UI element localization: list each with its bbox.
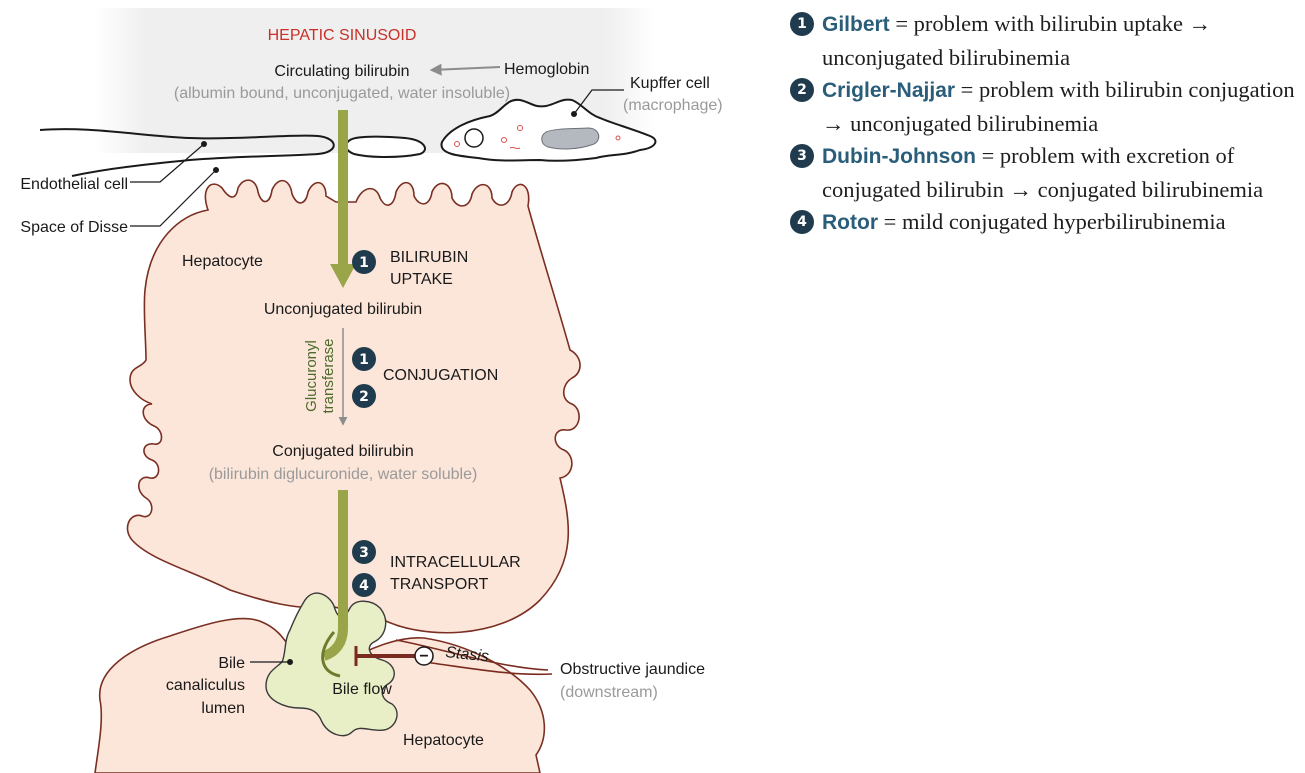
- disse-leader-dot: [213, 167, 219, 173]
- conjugated-bilirubin-note: (bilirubin diglucuronide, water soluble): [209, 466, 478, 483]
- kupffer-leader: [573, 89, 624, 115]
- legend-badge: 2: [790, 78, 814, 102]
- kupffer-granule: [454, 141, 460, 147]
- legend-text: = mild conjugated hyperbilirubinemia: [883, 209, 1226, 234]
- legend-item-rotor: 4 Rotor = mild conjugated hyperbilirubin…: [788, 206, 1298, 240]
- badge-conjugation-2: 2: [352, 384, 376, 408]
- enzyme-label-line1: Glucuronyl: [303, 340, 320, 412]
- legend-item-dubin-johnson: 3 Dubin-Johnson = problem with excretion…: [788, 140, 1298, 206]
- badge-transport-4: 4: [352, 573, 376, 597]
- transport-arrow: [322, 490, 348, 661]
- obstructive-jaundice-label: Obstructive jaundice: [560, 661, 705, 678]
- conjugated-bilirubin-label: Conjugated bilirubin: [272, 443, 413, 460]
- legend-text: = problem with excretion of conjugated b…: [822, 143, 1264, 202]
- legend-text: = problem with bilirubin uptake → unconj…: [822, 11, 1212, 70]
- disse-leader: [130, 169, 217, 227]
- svg-text:3: 3: [359, 545, 369, 561]
- space-of-disse-label: Space of Disse: [20, 219, 128, 236]
- legend-item-gilbert: 1 Gilbert = problem with bilirubin uptak…: [788, 8, 1298, 74]
- bile-label-line2: canaliculus: [166, 677, 245, 694]
- bile-flow-arrow: [321, 631, 341, 678]
- hepatocyte-top-label: Hepatocyte: [182, 253, 263, 270]
- endothelial-cell-left: [39, 128, 335, 177]
- unconjugated-bilirubin-label: Unconjugated bilirubin: [264, 301, 422, 318]
- kupffer-granule: [615, 135, 621, 141]
- legend-badge: 1: [790, 12, 814, 36]
- endothelial-leader-dot: [201, 141, 207, 147]
- hemoglobin-arrow: [429, 63, 501, 76]
- endothelial-leader: [130, 143, 205, 183]
- bile-label-line1: Bile: [218, 655, 245, 672]
- kupffer-vacuole: [464, 128, 484, 148]
- upper-hepatocyte: [126, 179, 581, 634]
- obstruction-duct: [423, 661, 553, 676]
- kupffer-nucleus: [541, 127, 600, 150]
- endothelial-cell-middle: [344, 135, 426, 158]
- badge-transport-3: 3: [352, 540, 376, 564]
- endothelial-cell-label: Endothelial cell: [20, 176, 128, 193]
- bile-leader-dot: [287, 659, 293, 665]
- badge-uptake: 1: [352, 250, 376, 274]
- legend-text: = problem with bilirubin conjugation → u…: [822, 77, 1295, 136]
- svg-text:2: 2: [359, 389, 369, 405]
- uptake-arrow-head: [330, 264, 356, 288]
- transport-label-line2: TRANSPORT: [390, 576, 489, 593]
- inhibit-symbol-circle: [414, 646, 434, 666]
- legend-name: Dubin-Johnson: [822, 145, 976, 168]
- uptake-label-line1: BILIRUBIN: [390, 249, 468, 266]
- transport-label-line1: INTRACELLULAR: [390, 554, 521, 571]
- badge-conjugation-1: 1: [352, 347, 376, 371]
- legend-badge: 4: [790, 210, 814, 234]
- kupffer-cell-label: Kupffer cell: [630, 75, 710, 92]
- kupffer-cell: [440, 98, 657, 162]
- kupffer-cell-note: (macrophage): [623, 97, 723, 114]
- legend-item-crigler-najjar: 2 Crigler-Najjar = problem with bilirubi…: [788, 74, 1298, 140]
- legend-name: Crigler-Najjar: [822, 79, 956, 102]
- legend-name: Rotor: [822, 211, 878, 234]
- downstream-note: (downstream): [560, 684, 658, 701]
- uptake-arrow-shaft: [338, 110, 348, 268]
- bile-flow-label: Bile flow: [332, 681, 392, 698]
- svg-text:1: 1: [359, 352, 369, 368]
- circulating-bilirubin-note: (albumin bound, unconjugated, water inso…: [174, 85, 510, 102]
- disorders-legend: 1 Gilbert = problem with bilirubin uptak…: [788, 8, 1298, 240]
- enzyme-label-line2: transferase: [320, 338, 337, 413]
- bile-label-line3: lumen: [201, 700, 245, 717]
- kupffer-leader-dot: [571, 111, 577, 117]
- kupffer-granule: [517, 125, 523, 131]
- inhibit-symbol: −: [419, 648, 428, 665]
- circulating-bilirubin-label: Circulating bilirubin: [274, 63, 409, 80]
- sinusoid-title: HEPATIC SINUSOID: [268, 27, 417, 44]
- conjugation-label: CONJUGATION: [383, 367, 498, 384]
- hemoglobin-label: Hemoglobin: [504, 61, 589, 78]
- hepatocyte-bottom-label: Hepatocyte: [403, 732, 484, 749]
- obstruction-duct: [395, 639, 549, 671]
- svg-text:1: 1: [359, 255, 369, 271]
- kupffer-granule: [501, 137, 507, 143]
- bile-canaliculus-lumen: [265, 592, 398, 737]
- svg-text:4: 4: [359, 578, 369, 594]
- uptake-label-line2: UPTAKE: [390, 271, 453, 288]
- legend-badge: 3: [790, 144, 814, 168]
- legend-name: Gilbert: [822, 13, 890, 36]
- stasis-label: Stasis: [445, 644, 490, 665]
- kupffer-granule: [509, 146, 521, 150]
